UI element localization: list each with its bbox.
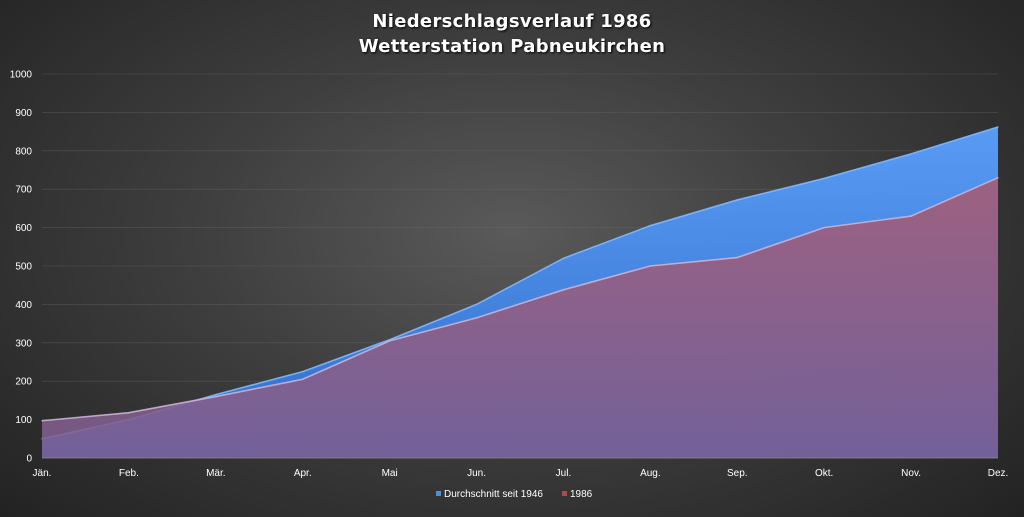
x-tick-label-3: Apr.: [294, 468, 312, 479]
point-series-2-8: [736, 256, 739, 259]
x-tick-label-0: Jän.: [33, 468, 52, 479]
point-series-1-11: [997, 126, 999, 128]
point-series-1-10: [910, 153, 912, 155]
point-series-1-2: [215, 393, 217, 396]
point-series-2-3: [301, 378, 304, 381]
point-series-1-3: [301, 370, 304, 373]
y-tick-label-500: 500: [15, 262, 32, 273]
x-tick-label-9: Okt.: [815, 468, 833, 479]
y-tick-label-800: 800: [15, 146, 32, 157]
legend-swatch-1: [436, 491, 441, 496]
x-tick-label-1: Feb.: [119, 468, 139, 479]
point-series-2-11: [997, 176, 999, 179]
x-tick-label-11: Dez.: [988, 468, 1009, 479]
x-tick-label-5: Jun.: [467, 468, 486, 479]
x-tick-label-7: Aug.: [640, 468, 661, 479]
y-tick-label-300: 300: [15, 338, 32, 349]
x-tick-label-6: Jul.: [556, 468, 572, 479]
point-series-2-5: [475, 317, 478, 319]
x-tick-label-8: Sep.: [727, 468, 748, 479]
y-tick-label-400: 400: [15, 300, 32, 311]
chart-subtitle: Wetterstation Pabneukirchen: [358, 36, 666, 57]
point-series-1-5: [475, 303, 478, 306]
y-tick-label-200: 200: [15, 377, 32, 388]
area-series-2: [42, 177, 998, 458]
line-series-2: [41, 176, 999, 422]
chart-title: Niederschlagsverlauf 1986: [372, 11, 652, 32]
legend-swatch-2: [562, 491, 567, 496]
point-series-2-2: [215, 395, 217, 398]
legend-label-2: 1986: [570, 489, 593, 500]
y-tick-label-600: 600: [15, 223, 32, 234]
point-series-1-8: [736, 199, 739, 201]
point-series-2-4: [388, 340, 391, 342]
x-tick-label-4: Mai: [382, 468, 398, 479]
point-series-2-0: [41, 419, 43, 422]
y-tick-label-900: 900: [15, 108, 32, 119]
point-series-2-1: [128, 411, 130, 414]
y-tick-label-700: 700: [15, 185, 32, 196]
point-series-2-6: [562, 289, 565, 291]
point-series-1-9: [823, 177, 825, 180]
y-tick-label-1000: 1000: [10, 70, 33, 81]
legend-label-1: Durchschnitt seit 1946: [444, 489, 543, 500]
x-tick-label-2: Mär.: [206, 468, 225, 479]
y-tick-label-0: 0: [26, 454, 32, 465]
y-tick-label-100: 100: [15, 415, 32, 426]
x-tick-label-10: Nov.: [901, 468, 921, 479]
point-series-1-7: [649, 224, 652, 227]
point-series-1-6: [562, 257, 565, 260]
point-series-2-9: [823, 226, 825, 229]
point-series-2-7: [649, 265, 652, 267]
point-series-2-10: [910, 215, 912, 217]
